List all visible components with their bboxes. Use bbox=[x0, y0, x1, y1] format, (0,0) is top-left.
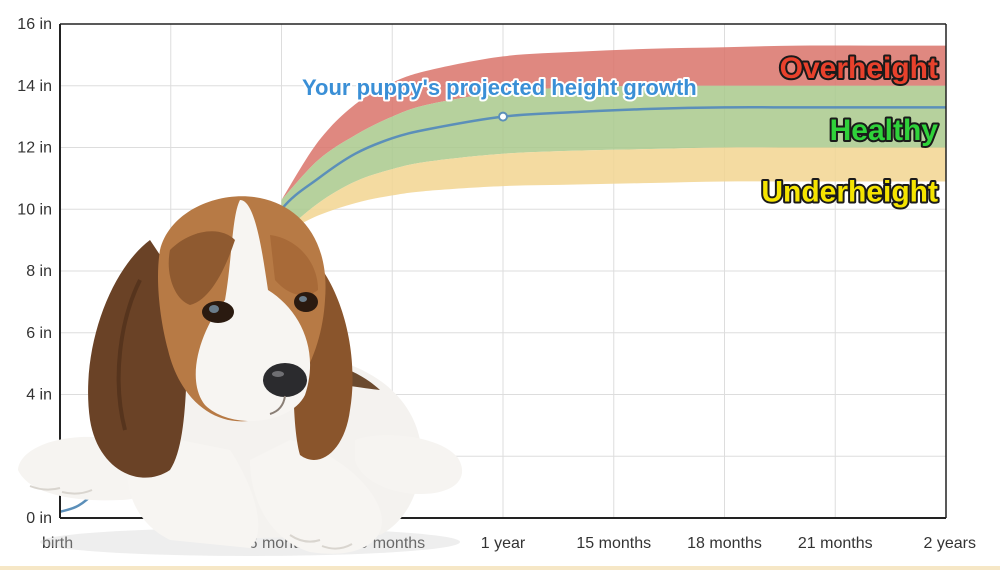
y-tick-label: 14 in bbox=[17, 78, 52, 95]
y-tick-label: 12 in bbox=[17, 140, 52, 157]
zone-label-underheight: Underheight bbox=[761, 176, 938, 209]
beagle-puppy-photo bbox=[18, 196, 463, 556]
zone-label-healthy: Healthy bbox=[830, 114, 939, 147]
bottom-strip bbox=[0, 566, 1000, 570]
y-tick-label: 0 in bbox=[26, 510, 52, 527]
x-tick-label: 15 months bbox=[576, 535, 651, 552]
y-tick-label: 10 in bbox=[17, 201, 52, 218]
zone-labels: Overheight Healthy Underheight Your puppy's… bbox=[300, 50, 940, 211]
y-tick-label: 8 in bbox=[26, 263, 52, 280]
height-zone-bands bbox=[281, 45, 946, 234]
x-tick-label: 1 year bbox=[481, 535, 526, 552]
projection-label: Your puppy's projected height growth bbox=[302, 75, 697, 100]
y-tick-label: 16 in bbox=[17, 16, 52, 33]
y-tick-label: 4 in bbox=[26, 387, 52, 404]
x-tick-label: 2 years bbox=[924, 535, 976, 552]
band-overheight bbox=[281, 45, 946, 201]
x-tick-label: 21 months bbox=[798, 535, 873, 552]
y-tick-label: 6 in bbox=[26, 325, 52, 342]
x-tick-label: 9 months bbox=[359, 535, 425, 552]
series-marker-point bbox=[498, 111, 508, 122]
zone-label-overheight: Overheight bbox=[780, 52, 938, 85]
band-healthy bbox=[281, 85, 946, 234]
x-tick-label: 18 months bbox=[687, 535, 762, 552]
x-tick-label: birth bbox=[42, 535, 73, 552]
band-underheight bbox=[281, 147, 946, 234]
